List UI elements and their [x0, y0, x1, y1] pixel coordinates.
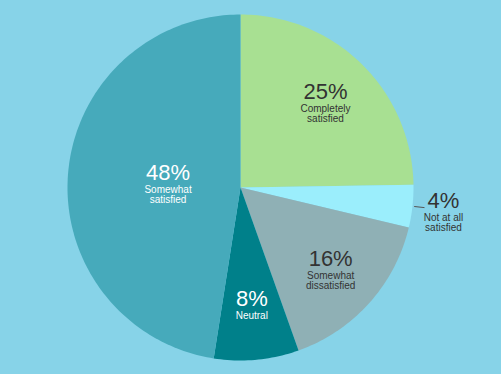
svg-text:Neutral: Neutral	[236, 310, 268, 321]
svg-text:Not at allsatisfied: Not at allsatisfied	[424, 212, 463, 233]
svg-text:4%: 4%	[428, 188, 460, 213]
svg-text:Somewhatdissatisfied: Somewhatdissatisfied	[306, 270, 355, 291]
svg-text:48%: 48%	[146, 160, 190, 185]
svg-text:Completelysatisfied: Completelysatisfied	[300, 103, 350, 124]
svg-text:Somewhatsatisfied: Somewhatsatisfied	[144, 184, 191, 205]
svg-text:16%: 16%	[309, 246, 353, 271]
svg-text:8%: 8%	[236, 286, 268, 311]
svg-text:25%: 25%	[303, 79, 347, 104]
